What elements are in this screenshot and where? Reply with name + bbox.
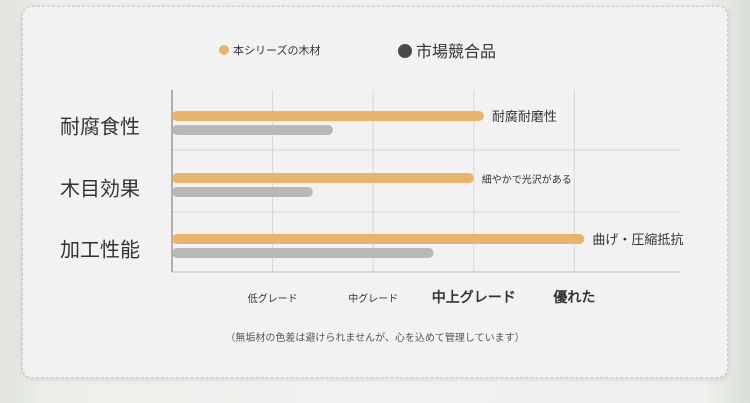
x-tick-label-1: 低グレード [248, 292, 298, 305]
bar-product-3 [172, 234, 585, 244]
chart-card [22, 6, 728, 378]
bar-annotation-2: 細やかで光沢がある [482, 173, 572, 186]
caption-note: （無垢材の色差は避けられませんが、心を込めて管理しています） [225, 333, 525, 344]
bar-product-2 [172, 173, 474, 183]
bar-annotation-3: 曲げ・圧縮抵抗 [592, 232, 683, 248]
x-tick-label-4: 優れた [552, 289, 595, 306]
category-label-1: 耐腐食性 [60, 115, 140, 139]
category-label-2: 木目効果 [60, 177, 140, 201]
legend-label-product: 本シリーズの木材 [233, 43, 320, 57]
x-tick-label-3: 中上グレード [432, 289, 516, 306]
bar-competitor-3 [172, 248, 434, 258]
legend-marker-competitor [398, 44, 412, 58]
bar-competitor-1 [172, 125, 333, 135]
category-label-3: 加工性能 [60, 238, 140, 262]
bar-competitor-2 [172, 187, 313, 197]
legend-label-competitor: 市場競合品 [416, 42, 496, 61]
legend-marker-product [219, 45, 229, 55]
x-tick-label-2: 中グレード [348, 292, 398, 305]
bar-product-1 [172, 111, 484, 121]
bar-annotation-1: 耐腐耐磨性 [492, 110, 557, 125]
